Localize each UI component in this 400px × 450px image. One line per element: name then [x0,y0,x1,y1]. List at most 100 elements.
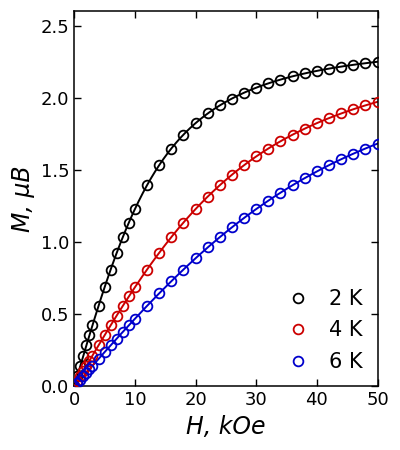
4 K [339,111,344,116]
6 K [169,279,174,284]
2 K [290,74,295,79]
4 K [145,267,150,272]
6 K [84,370,89,375]
2 K [375,59,380,64]
6 K [290,183,295,188]
4 K [326,115,331,121]
X-axis label: H, kOe: H, kOe [186,415,266,439]
4 K [72,384,77,389]
2 K [72,384,77,389]
6 K [145,303,150,309]
4 K [254,154,259,159]
4 K [157,250,162,256]
6 K [193,256,198,261]
4 K [218,183,222,188]
4 K [90,353,95,358]
6 K [205,245,210,250]
6 K [75,380,80,386]
2 K [242,90,246,95]
4 K [266,146,271,151]
2 K [193,121,198,126]
4 K [81,368,86,373]
6 K [314,169,319,174]
Y-axis label: M, μB: M, μB [11,166,35,232]
4 K [242,162,246,168]
Line: 6 K: 6 K [70,139,382,392]
4 K [181,220,186,225]
6 K [326,162,331,168]
6 K [96,356,101,362]
2 K [266,81,271,86]
4 K [132,284,137,290]
6 K [81,374,86,379]
6 K [72,384,77,389]
2 K [339,64,344,69]
6 K [126,323,131,328]
4 K [290,132,295,137]
6 K [132,316,137,321]
6 K [278,190,283,195]
6 K [108,342,113,348]
6 K [351,151,356,157]
6 K [302,176,307,181]
4 K [169,234,174,240]
2 K [363,60,368,66]
2 K [108,267,113,272]
4 K [114,313,119,318]
6 K [90,363,95,369]
4 K [84,363,89,369]
6 K [218,234,222,240]
2 K [230,96,234,101]
6 K [102,349,107,355]
6 K [157,291,162,296]
2 K [181,132,186,137]
2 K [254,85,259,90]
4 K [108,323,113,328]
2 K [218,103,222,108]
4 K [102,333,107,338]
2 K [90,323,95,328]
Legend: 2 K, 4 K, 6 K: 2 K, 4 K, 6 K [269,281,371,380]
Line: 2 K: 2 K [70,57,382,392]
4 K [126,294,131,299]
2 K [157,162,162,168]
2 K [96,303,101,309]
2 K [120,234,125,240]
4 K [230,172,234,177]
4 K [78,374,83,379]
2 K [102,284,107,290]
4 K [96,342,101,348]
6 K [87,367,92,372]
6 K [363,146,368,151]
4 K [75,378,80,384]
2 K [84,342,89,348]
4 K [351,107,356,112]
6 K [339,157,344,162]
2 K [351,62,356,68]
4 K [302,126,307,131]
4 K [193,207,198,212]
6 K [254,207,259,212]
4 K [278,139,283,144]
6 K [230,225,234,230]
4 K [205,194,210,199]
2 K [326,66,331,71]
2 K [81,353,86,358]
4 K [375,99,380,104]
6 K [375,141,380,146]
2 K [205,111,210,116]
2 K [114,250,119,256]
2 K [169,146,174,151]
Line: 4 K: 4 K [70,97,382,392]
2 K [75,374,80,379]
6 K [181,267,186,272]
2 K [132,207,137,212]
6 K [266,198,271,203]
2 K [126,220,131,225]
2 K [314,68,319,73]
4 K [87,358,92,363]
6 K [120,329,125,335]
2 K [78,363,83,369]
2 K [145,183,150,188]
2 K [302,71,307,76]
